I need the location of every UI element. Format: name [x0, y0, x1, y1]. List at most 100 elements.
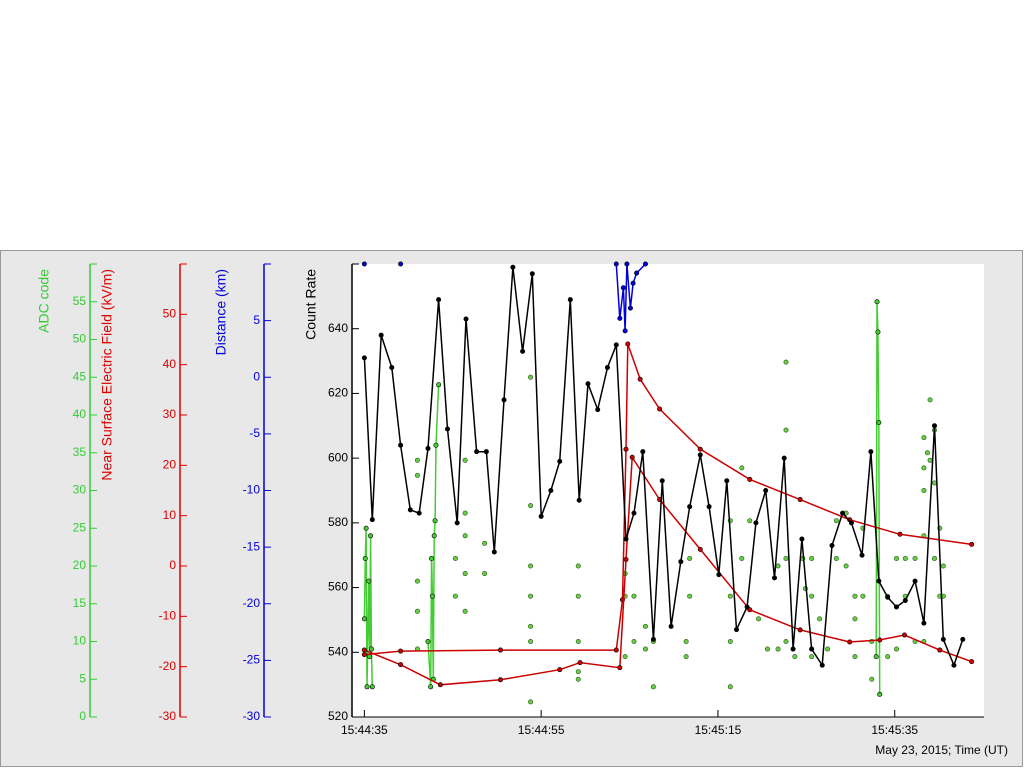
- data-point: [901, 632, 907, 638]
- data-point: [429, 555, 435, 561]
- data-point: [706, 504, 712, 510]
- data-point: [727, 638, 733, 644]
- x-tick-label: 15:45:35: [871, 723, 918, 737]
- data-point: [783, 638, 789, 644]
- data-point: [902, 555, 908, 561]
- data-point: [687, 504, 693, 510]
- y-axis-title: ADC code: [36, 269, 52, 333]
- y-tick-label: 560: [328, 580, 348, 594]
- data-point: [575, 563, 581, 569]
- data-point: [642, 623, 648, 629]
- y-tick-label: 40: [163, 357, 177, 371]
- x-tick-label: 15:45:15: [695, 723, 742, 737]
- data-point: [428, 684, 434, 690]
- y-tick-label: 45: [73, 369, 87, 383]
- data-point: [361, 261, 367, 267]
- data-point: [924, 450, 930, 456]
- y-tick-label: -25: [243, 653, 261, 667]
- data-point: [783, 555, 789, 561]
- data-point: [792, 654, 798, 660]
- data-point: [623, 536, 629, 542]
- data-point: [463, 316, 469, 322]
- data-point: [362, 555, 368, 561]
- data-point: [361, 647, 367, 653]
- data-point: [763, 487, 769, 493]
- data-point: [893, 604, 899, 610]
- data-point: [809, 646, 815, 652]
- plot-area: [352, 264, 984, 717]
- data-point: [799, 536, 805, 542]
- data-point: [414, 457, 420, 463]
- y-tick-label: -30: [159, 709, 177, 723]
- data-point: [739, 465, 745, 471]
- data-point: [622, 654, 628, 660]
- data-point: [631, 593, 637, 599]
- data-point: [697, 446, 703, 452]
- data-point: [781, 455, 787, 461]
- y-tick-label: 10: [73, 634, 87, 648]
- data-point: [369, 517, 375, 523]
- data-point: [868, 449, 874, 455]
- data-point: [921, 435, 927, 441]
- y-tick-label: -5: [249, 426, 260, 440]
- y-tick-label: 20: [73, 558, 87, 572]
- data-point: [932, 480, 938, 486]
- data-point: [874, 299, 880, 305]
- data-point: [902, 598, 908, 604]
- y-tick-label: 620: [328, 386, 348, 400]
- data-point: [425, 445, 431, 451]
- data-point: [650, 684, 656, 690]
- data-point: [860, 593, 866, 599]
- data-point: [875, 329, 881, 335]
- data-point: [859, 552, 865, 558]
- data-point: [775, 563, 781, 569]
- data-point: [727, 684, 733, 690]
- data-point: [764, 646, 770, 652]
- y-tick-label: -10: [159, 609, 177, 623]
- y-tick-label: 30: [163, 407, 177, 421]
- data-point: [869, 676, 875, 682]
- data-point: [627, 305, 633, 311]
- data-point: [361, 652, 367, 658]
- data-point: [407, 507, 413, 513]
- data-point: [912, 578, 918, 584]
- data-point: [613, 342, 619, 348]
- data-point: [697, 546, 703, 552]
- data-point: [848, 520, 854, 526]
- y-tick-label: 0: [253, 369, 260, 383]
- data-point: [454, 520, 460, 526]
- data-point: [429, 593, 435, 599]
- data-point: [576, 497, 582, 503]
- data-point: [940, 563, 946, 569]
- data-point: [833, 518, 839, 524]
- data-point: [491, 549, 497, 555]
- data-point: [678, 559, 684, 565]
- data-point: [462, 510, 468, 516]
- y-tick-label: 30: [73, 483, 87, 497]
- data-point: [575, 669, 581, 675]
- data-point: [893, 646, 899, 652]
- data-point: [497, 647, 503, 653]
- data-point: [852, 654, 858, 660]
- y-tick-label: -20: [159, 659, 177, 673]
- data-point: [528, 699, 534, 705]
- data-point: [414, 608, 420, 614]
- data-point: [753, 520, 759, 526]
- data-point: [642, 261, 648, 267]
- data-point: [462, 457, 468, 463]
- data-point: [629, 454, 635, 460]
- data-point: [640, 449, 646, 455]
- data-point: [783, 427, 789, 433]
- data-point: [734, 627, 740, 633]
- series-line: [364, 454, 972, 686]
- y-tick-label: 580: [328, 515, 348, 529]
- data-point: [790, 646, 796, 652]
- data-point: [452, 593, 458, 599]
- data-point: [462, 571, 468, 577]
- data-point: [921, 487, 927, 493]
- data-point: [623, 556, 629, 562]
- y-tick-label: 640: [328, 321, 348, 335]
- data-point: [775, 646, 781, 652]
- data-point: [683, 638, 689, 644]
